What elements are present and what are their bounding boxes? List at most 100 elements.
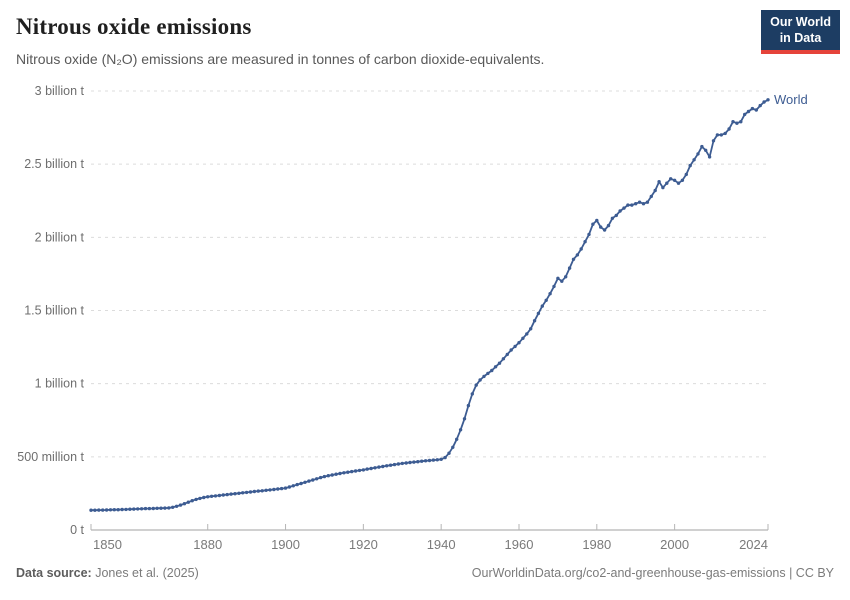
data-point-marker[interactable] (365, 467, 369, 471)
data-point-marker[interactable] (190, 499, 194, 503)
data-point-marker[interactable] (525, 332, 529, 336)
data-point-marker[interactable] (529, 327, 533, 331)
data-point-marker[interactable] (458, 428, 463, 432)
data-point-marker[interactable] (299, 481, 303, 486)
data-point-marker[interactable] (385, 464, 389, 468)
data-point-marker[interactable] (256, 489, 260, 493)
data-point-marker[interactable] (680, 178, 685, 182)
data-point-marker[interactable] (377, 465, 381, 469)
data-point-marker[interactable] (564, 275, 568, 279)
data-point-marker[interactable] (420, 459, 424, 463)
license-link[interactable]: OurWorldinData.org/co2-and-greenhouse-ga… (471, 566, 834, 580)
data-point-marker[interactable] (206, 495, 210, 499)
data-point-marker[interactable] (634, 202, 638, 206)
data-point-marker[interactable] (233, 492, 237, 496)
data-point-marker[interactable] (517, 341, 521, 345)
data-point-marker[interactable] (291, 484, 295, 488)
data-point-marker[interactable] (552, 284, 556, 289)
data-point-marker[interactable] (540, 304, 544, 308)
data-point-marker[interactable] (276, 487, 280, 491)
data-point-marker[interactable] (248, 490, 253, 494)
data-point-marker[interactable] (614, 213, 618, 218)
data-point-marker[interactable] (147, 506, 152, 511)
data-point-marker[interactable] (202, 495, 206, 500)
data-point-marker[interactable] (727, 127, 731, 131)
data-point-marker[interactable] (532, 319, 537, 323)
data-point-marker[interactable] (622, 206, 626, 210)
data-point-marker[interactable] (657, 180, 661, 184)
data-point-marker[interactable] (326, 474, 330, 478)
data-point-marker[interactable] (653, 188, 657, 193)
data-point-marker[interactable] (719, 133, 723, 137)
data-point-marker[interactable] (493, 365, 498, 369)
data-point-marker[interactable] (143, 506, 148, 511)
data-point-marker[interactable] (330, 473, 334, 477)
data-point-marker[interactable] (139, 507, 144, 511)
data-point-marker[interactable] (466, 403, 471, 408)
data-point-marker[interactable] (661, 185, 665, 190)
data-point-marker[interactable] (423, 459, 428, 463)
data-point-marker[interactable] (151, 506, 155, 511)
data-point-marker[interactable] (229, 492, 233, 496)
data-point-marker[interactable] (548, 292, 552, 296)
data-point-marker[interactable] (213, 494, 218, 498)
data-point-marker[interactable] (521, 336, 525, 340)
data-point-marker[interactable] (688, 163, 692, 168)
data-point-marker[interactable] (353, 469, 358, 473)
data-point-marker[interactable] (766, 98, 770, 102)
data-point-marker[interactable] (451, 445, 455, 449)
data-point-marker[interactable] (116, 508, 120, 512)
data-point-marker[interactable] (696, 152, 700, 156)
data-point-marker[interactable] (311, 478, 315, 482)
data-point-marker[interactable] (182, 502, 187, 506)
data-point-marker[interactable] (136, 507, 140, 511)
data-point-marker[interactable] (637, 200, 642, 204)
data-point-marker[interactable] (606, 223, 611, 228)
data-point-marker[interactable] (155, 506, 159, 510)
data-point-marker[interactable] (599, 225, 603, 229)
data-point-marker[interactable] (672, 178, 677, 182)
data-point-marker[interactable] (571, 257, 576, 261)
data-point-marker[interactable] (272, 487, 276, 492)
data-point-marker[interactable] (443, 455, 447, 460)
data-point-marker[interactable] (645, 200, 650, 204)
data-point-marker[interactable] (373, 466, 377, 470)
data-point-marker[interactable] (474, 383, 478, 387)
data-point-marker[interactable] (404, 461, 408, 465)
data-point-marker[interactable] (750, 106, 755, 111)
data-point-marker[interactable] (665, 181, 669, 185)
data-point-marker[interactable] (684, 172, 688, 177)
data-point-marker[interactable] (746, 109, 751, 114)
data-point-marker[interactable] (556, 276, 560, 280)
data-point-marker[interactable] (544, 298, 548, 302)
data-point-marker[interactable] (264, 488, 268, 492)
data-point-marker[interactable] (583, 240, 587, 244)
data-point-marker[interactable] (241, 491, 245, 495)
data-point-marker[interactable] (630, 203, 634, 207)
data-point-marker[interactable] (739, 120, 743, 124)
data-point-marker[interactable] (707, 155, 712, 159)
data-point-marker[interactable] (486, 371, 490, 376)
data-point-marker[interactable] (536, 311, 541, 316)
data-point-marker[interactable] (303, 480, 307, 484)
data-point-marker[interactable] (731, 120, 735, 124)
data-point-marker[interactable] (610, 216, 615, 220)
data-point-marker[interactable] (361, 468, 366, 472)
data-point-marker[interactable] (112, 508, 117, 512)
data-point-marker[interactable] (388, 463, 393, 467)
data-point-marker[interactable] (268, 488, 272, 492)
data-point-marker[interactable] (315, 477, 319, 481)
data-point-marker[interactable] (735, 121, 739, 125)
data-point-marker[interactable] (715, 133, 720, 137)
data-point-marker[interactable] (346, 470, 350, 474)
data-point-marker[interactable] (171, 505, 175, 509)
data-point-marker[interactable] (490, 368, 494, 373)
data-point-marker[interactable] (505, 352, 509, 357)
data-point-marker[interactable] (509, 348, 513, 352)
data-point-marker[interactable] (225, 492, 229, 497)
data-point-marker[interactable] (217, 493, 222, 498)
data-point-marker[interactable] (369, 466, 373, 471)
data-point-marker[interactable] (244, 490, 249, 495)
data-point-marker[interactable] (396, 462, 401, 466)
data-point-marker[interactable] (439, 457, 443, 461)
